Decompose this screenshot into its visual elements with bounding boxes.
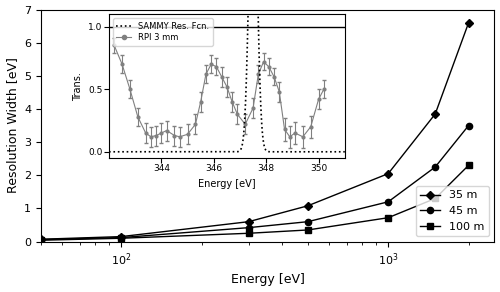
Y-axis label: Resolution Width [eV]: Resolution Width [eV] (6, 58, 18, 194)
100 m (432, 197, 438, 200)
35 m (466, 21, 471, 25)
45 m (385, 200, 391, 204)
45 m (38, 238, 44, 241)
35 m (38, 237, 44, 241)
35 m (305, 204, 311, 208)
Line: 35 m: 35 m (38, 20, 472, 242)
45 m (432, 165, 438, 169)
Line: 45 m: 45 m (38, 122, 472, 243)
35 m (385, 172, 391, 175)
35 m (118, 235, 124, 238)
45 m (246, 226, 252, 230)
45 m (466, 124, 471, 127)
100 m (38, 239, 44, 242)
X-axis label: Energy [eV]: Energy [eV] (231, 273, 304, 286)
45 m (305, 220, 311, 223)
35 m (246, 220, 252, 223)
Line: 100 m: 100 m (38, 162, 472, 243)
100 m (246, 232, 252, 235)
45 m (118, 236, 124, 239)
100 m (118, 237, 124, 240)
35 m (432, 112, 438, 116)
100 m (385, 216, 391, 220)
100 m (305, 228, 311, 232)
100 m (466, 164, 471, 167)
Legend: 35 m, 45 m, 100 m: 35 m, 45 m, 100 m (416, 186, 489, 236)
